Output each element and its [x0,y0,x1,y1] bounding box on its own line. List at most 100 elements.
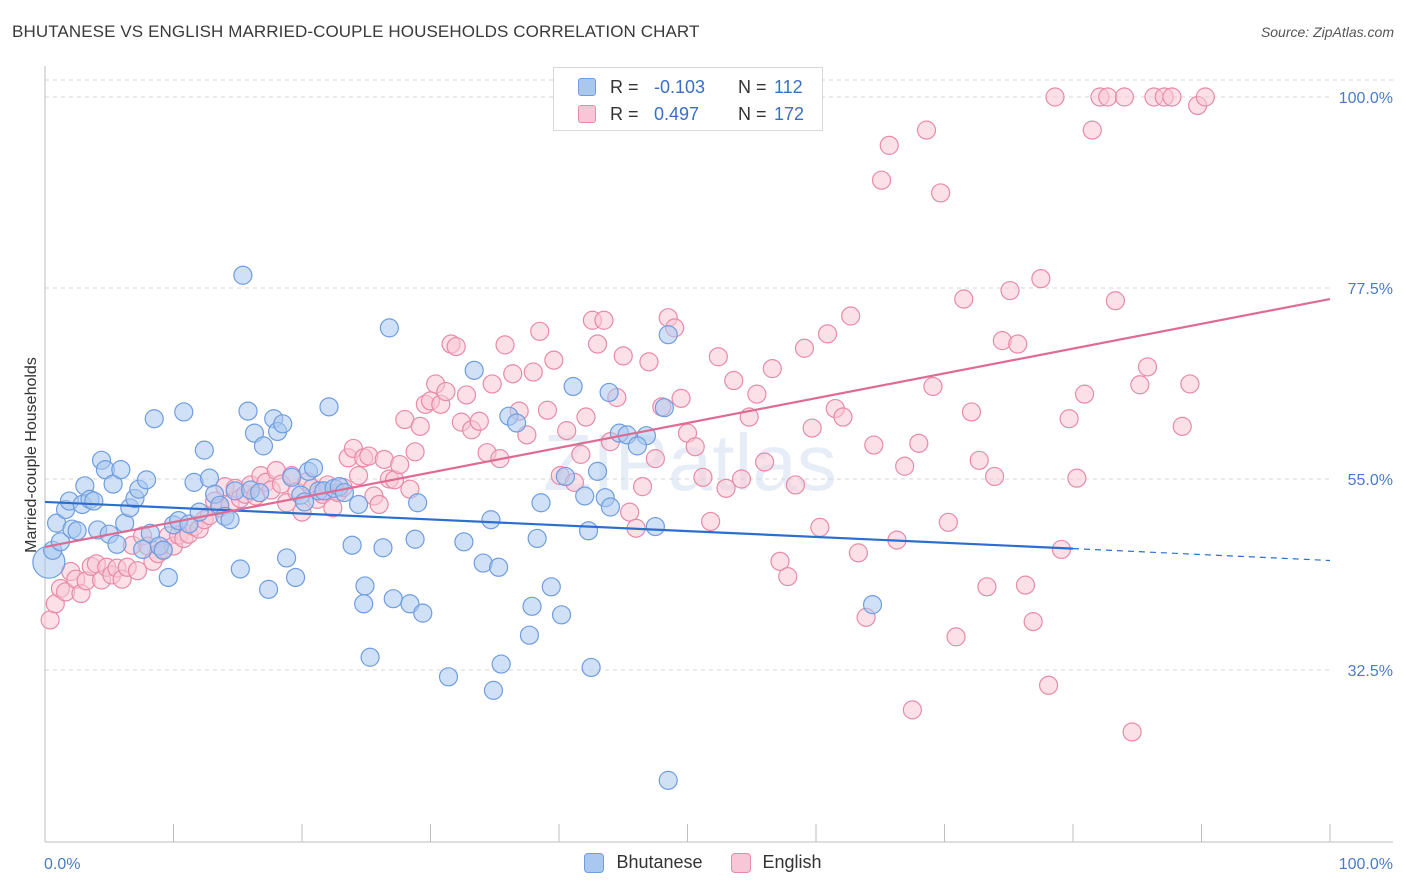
bhutanese-point[interactable] [563,376,583,397]
english-point[interactable] [456,385,477,405]
bhutanese-point[interactable] [658,770,678,790]
bhutanese-point[interactable] [67,521,87,541]
english-point[interactable] [1130,375,1150,395]
bhutanese-point[interactable] [408,493,428,513]
english-point[interactable] [1038,675,1059,695]
english-point[interactable] [770,551,790,571]
legend-item-english[interactable]: English [730,852,822,873]
bhutanese-point[interactable] [489,557,509,577]
english-point[interactable] [895,456,915,476]
english-point[interactable] [864,435,884,455]
english-point[interactable] [523,362,543,382]
english-point[interactable] [1195,87,1215,107]
bhutanese-point[interactable] [599,382,619,403]
english-point[interactable] [778,567,798,587]
english-point[interactable] [620,502,640,522]
english-point[interactable] [530,321,550,341]
bhutanese-point[interactable] [862,595,883,615]
english-point[interactable] [1114,87,1135,107]
english-point[interactable] [969,450,989,470]
bhutanese-point[interactable] [249,482,270,503]
bhutanese-point[interactable] [519,625,540,645]
english-point[interactable] [544,350,564,370]
english-point[interactable] [810,517,830,537]
english-point[interactable] [1008,334,1028,354]
english-point[interactable] [446,336,466,357]
bhutanese-point[interactable] [334,482,355,503]
english-point[interactable] [503,364,523,384]
english-point[interactable] [731,469,752,489]
english-point[interactable] [1105,291,1126,311]
english-point[interactable] [961,402,982,422]
english-point[interactable] [1180,374,1200,394]
bhutanese-point[interactable] [527,528,547,549]
english-point[interactable] [613,346,633,366]
english-point[interactable] [977,577,997,597]
english-point[interactable] [848,543,869,563]
bhutanese-point[interactable] [199,468,220,488]
english-point[interactable] [817,324,838,344]
bhutanese-point[interactable] [194,440,214,460]
english-point[interactable] [576,407,596,427]
english-point[interactable] [436,381,456,402]
bhutanese-point[interactable] [144,409,164,429]
bhutanese-point[interactable] [541,577,561,597]
english-point[interactable] [747,384,767,404]
bhutanese-point[interactable] [464,360,484,380]
bhutanese-point[interactable] [276,548,297,568]
bhutanese-point[interactable] [575,486,595,506]
bhutanese-point[interactable] [645,516,665,537]
bhutanese-point[interactable] [174,402,194,422]
bhutanese-point[interactable] [230,559,250,579]
bhutanese-point[interactable] [405,529,425,549]
bhutanese-point[interactable] [438,667,459,687]
bhutanese-point[interactable] [627,436,647,456]
english-point[interactable] [879,135,899,155]
english-point[interactable] [985,466,1005,487]
bhutanese-point[interactable] [273,414,293,434]
bhutanese-point[interactable] [354,594,374,614]
bhutanese-point[interactable] [233,265,253,285]
bhutanese-point[interactable] [355,576,375,596]
english-point[interactable] [1137,357,1158,377]
bhutanese-point[interactable] [285,567,306,588]
english-point[interactable] [1162,87,1182,107]
english-point[interactable] [954,289,974,309]
english-point[interactable] [1000,280,1020,301]
english-point[interactable] [495,335,515,355]
english-point[interactable] [1098,87,1118,107]
english-point[interactable] [482,374,502,394]
bhutanese-point[interactable] [551,605,572,625]
english-point[interactable] [716,478,736,498]
english-point[interactable] [1031,269,1051,289]
legend-item-bhutanese[interactable]: Bhutanese [584,852,703,873]
english-point[interactable] [405,442,425,462]
english-point[interactable] [1059,409,1079,429]
bhutanese-point[interactable] [319,397,339,417]
english-point[interactable] [871,170,892,190]
bhutanese-point[interactable] [136,470,157,490]
english-point[interactable] [410,416,430,436]
bhutanese-point[interactable] [491,654,511,674]
english-point[interactable] [1074,384,1095,404]
english-point[interactable] [833,407,853,427]
english-point[interactable] [841,306,861,326]
bhutanese-point[interactable] [483,680,504,700]
bhutanese-point[interactable] [253,436,274,456]
english-point[interactable] [708,347,728,367]
english-point[interactable] [587,334,608,354]
english-point[interactable] [938,512,958,532]
bhutanese-point[interactable] [373,538,393,558]
bhutanese-point[interactable] [84,491,104,511]
bhutanese-point[interactable] [654,398,674,418]
english-point[interactable] [685,437,705,457]
english-point[interactable] [1122,722,1142,742]
bhutanese-point[interactable] [153,540,173,560]
bhutanese-point[interactable] [107,534,127,554]
bhutanese-point[interactable] [158,567,178,588]
bhutanese-point[interactable] [360,647,380,667]
bhutanese-point[interactable] [506,413,527,433]
english-point[interactable] [1023,612,1043,632]
english-point[interactable] [931,183,951,203]
english-point[interactable] [469,411,489,431]
